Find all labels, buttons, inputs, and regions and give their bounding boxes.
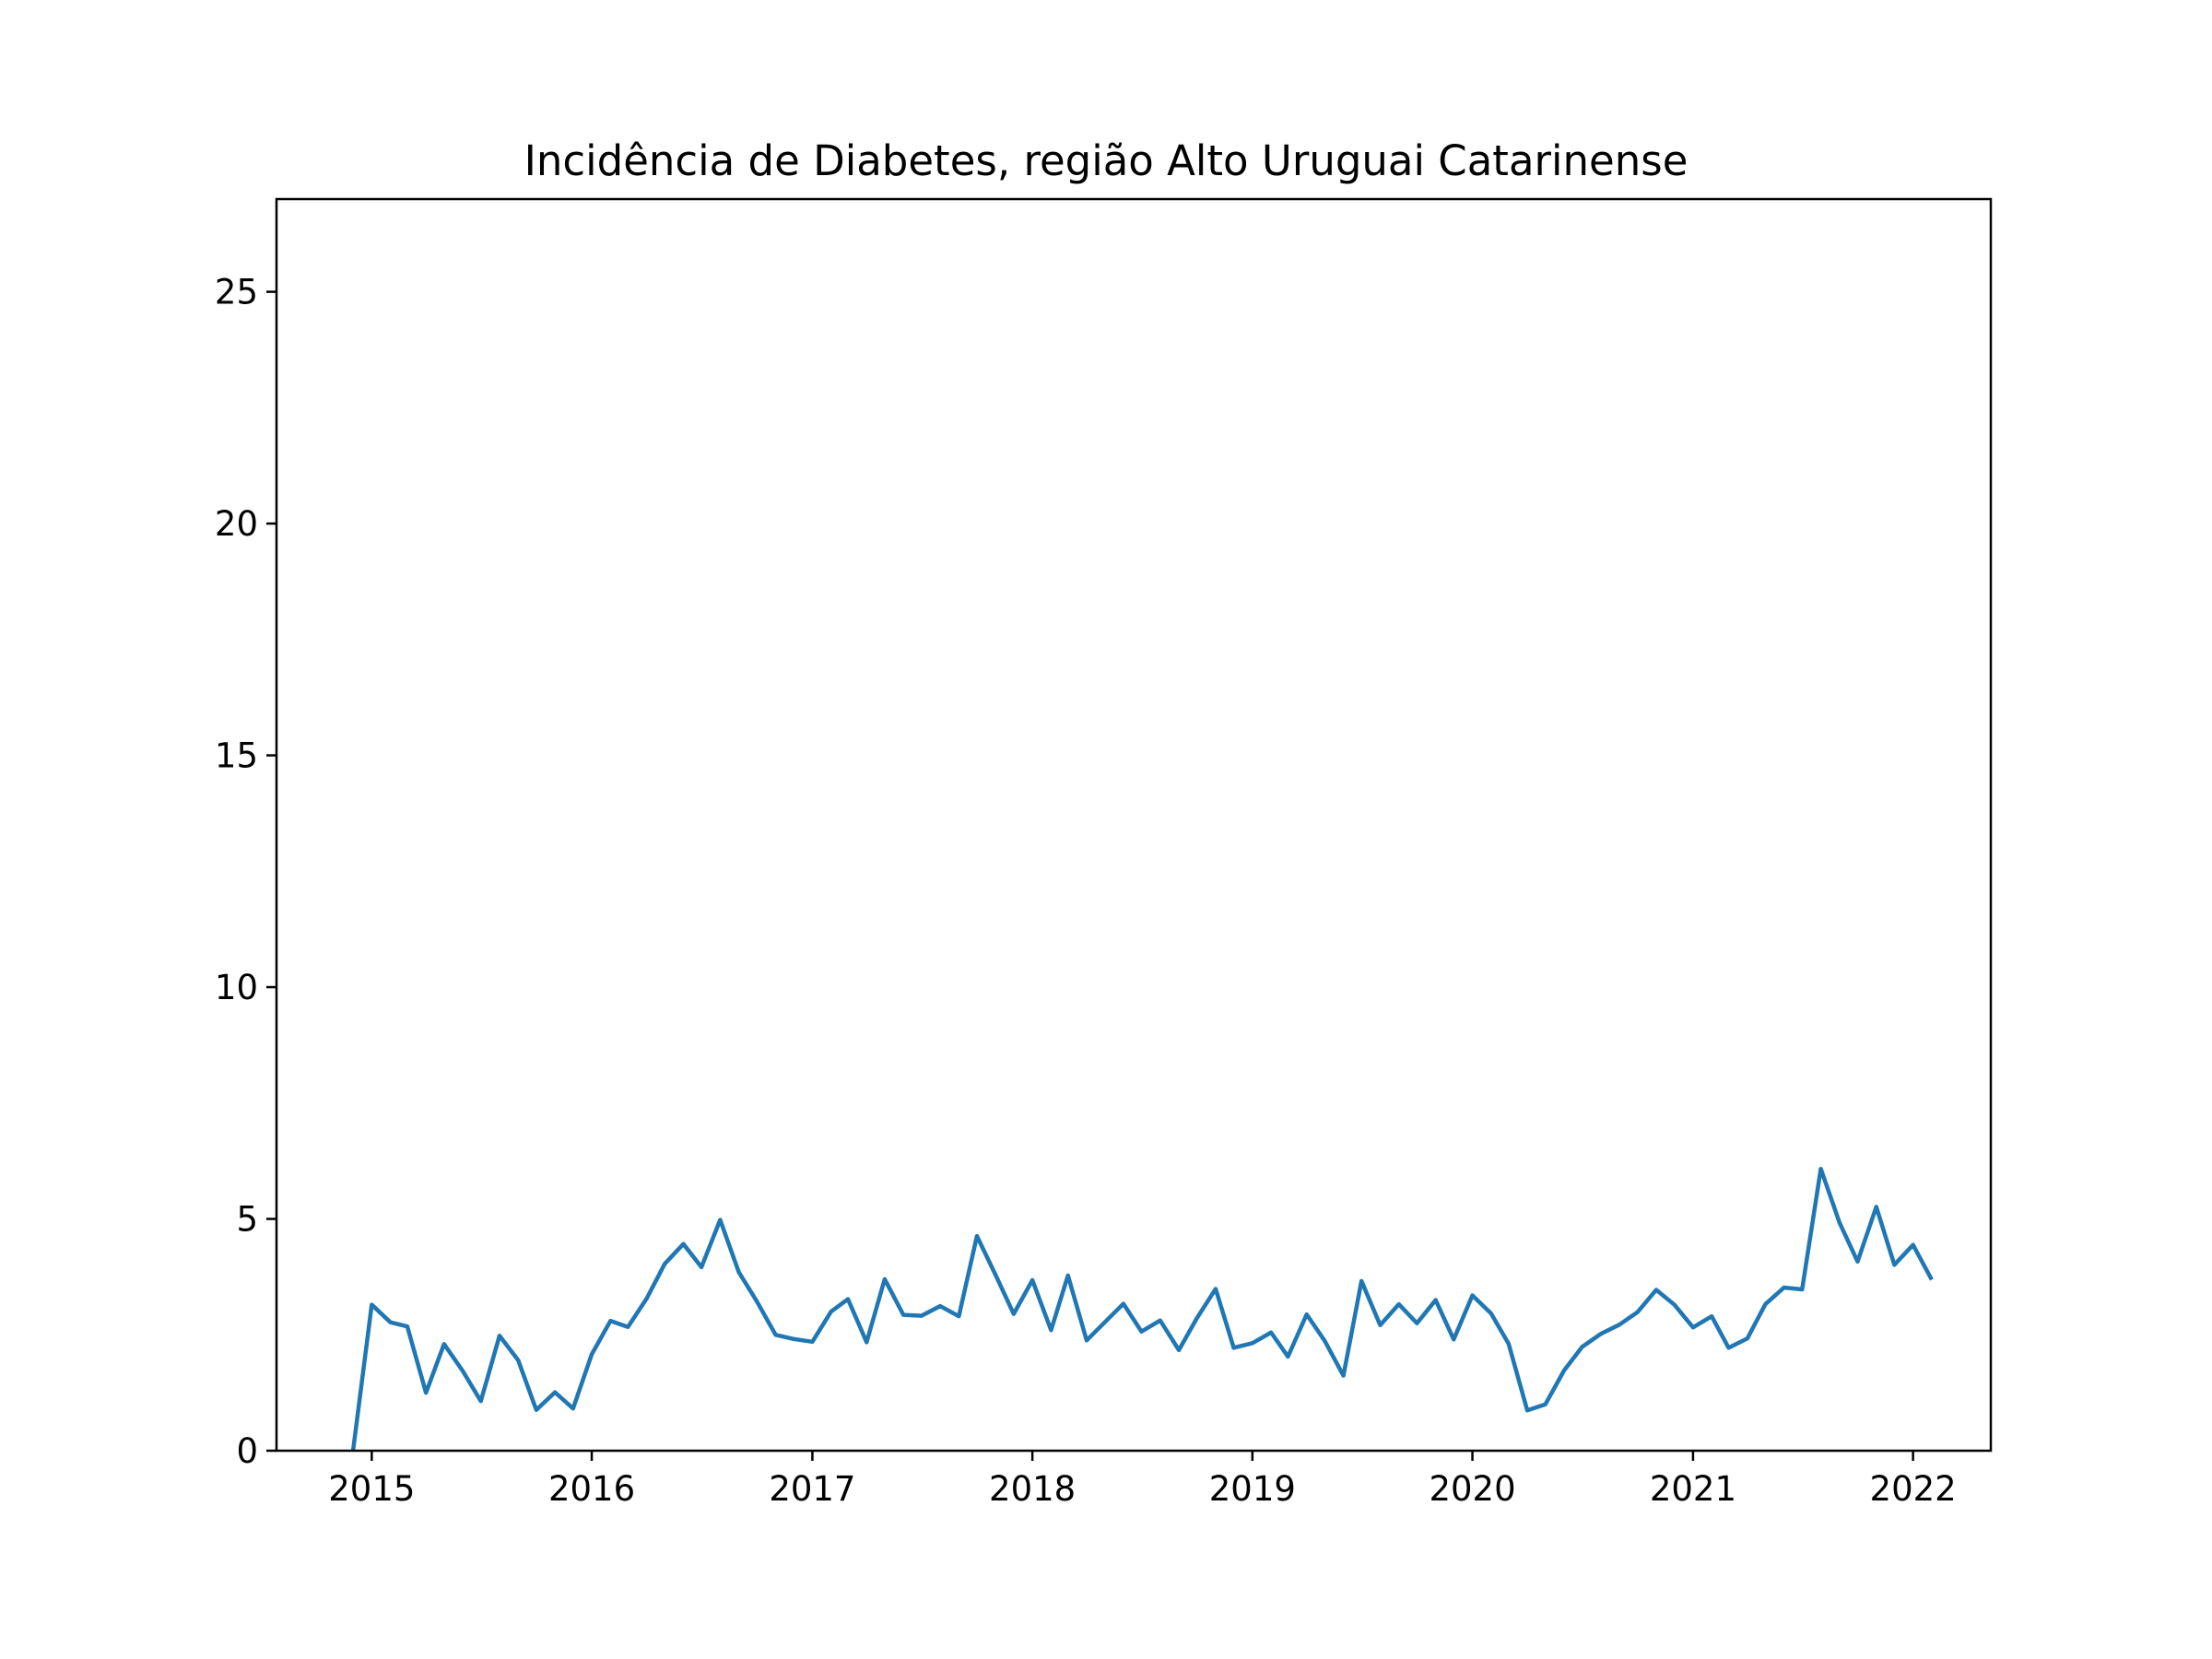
y-tick-label: 25: [215, 273, 258, 312]
y-tick-label: 20: [215, 504, 258, 544]
x-tick-label: 2020: [1429, 1469, 1515, 1509]
series-line: [350, 1166, 1934, 1452]
x-tick-label: 2021: [1650, 1469, 1736, 1509]
x-tick-label: 2019: [1209, 1469, 1296, 1509]
x-tick-label: 2016: [548, 1469, 635, 1509]
chart-title: Incidência de Diabetes, região Alto Urug…: [524, 136, 1688, 185]
y-tick-label: 15: [215, 736, 258, 776]
axes-frame: [275, 197, 1993, 1453]
x-axis: 2015 2016 2017 2018 2019 2020 2021 2022: [328, 1451, 1957, 1509]
x-tick-label: 2022: [1870, 1469, 1957, 1509]
x-tick-label: 2017: [769, 1469, 855, 1509]
y-tick-label: 5: [236, 1200, 258, 1240]
y-tick-label: 0: [236, 1431, 258, 1471]
x-tick-label: 2018: [989, 1469, 1076, 1509]
x-tick-label: 2015: [328, 1469, 415, 1509]
plot-area: [350, 1166, 1934, 1452]
y-tick-label: 10: [215, 968, 258, 1007]
y-axis: 0 5 10 15 20 25: [215, 273, 276, 1471]
